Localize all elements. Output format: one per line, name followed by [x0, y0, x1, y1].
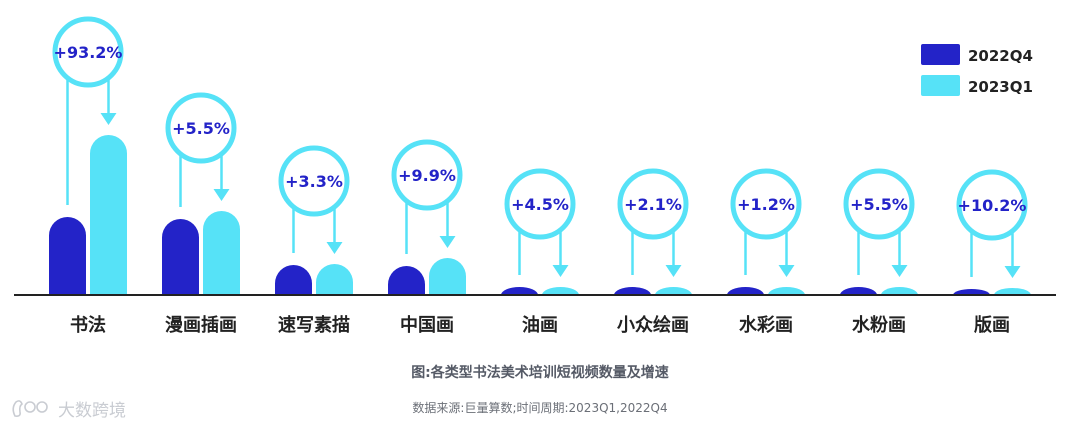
legend-label: 2023Q1 [968, 78, 1033, 96]
growth-label: +3.3% [285, 172, 343, 191]
bar-2023q1 [994, 288, 1031, 295]
growth-arrow-head [552, 265, 569, 277]
chart-source: 数据来源:巨量算数;时间周期:2023Q1,2022Q4 [412, 401, 668, 415]
growth-arrow-head [665, 265, 682, 277]
growth-bubble [730, 168, 802, 240]
growth-arrow-head [891, 265, 908, 277]
growth-bubble [165, 92, 237, 164]
growth-bubble [956, 169, 1028, 241]
growth-label: +9.9% [398, 166, 456, 185]
legend-label: 2022Q4 [968, 47, 1033, 65]
bar-2023q1 [316, 264, 353, 295]
bar-2022q4 [162, 219, 199, 295]
growth-arrow-head [100, 113, 117, 125]
bar-2023q1 [655, 287, 692, 295]
growth-bubble [278, 145, 350, 217]
bar-2022q4 [840, 287, 877, 295]
growth-arrow-head [213, 189, 230, 201]
bar-2022q4 [388, 266, 425, 295]
chart-title: 图:各类型书法美术培训短视频数量及增速 [411, 365, 669, 381]
growth-label: +93.2% [54, 43, 123, 62]
growth-label: +1.2% [737, 195, 795, 214]
category-label: 水彩画 [739, 314, 793, 336]
watermark-logo-icon [12, 399, 48, 417]
legend-swatch [921, 75, 960, 96]
bar-2023q1 [881, 287, 918, 295]
bar-2022q4 [501, 287, 538, 295]
bar-chart: +93.2% 书法 +5.5% 漫画插画 +3.3% 速写素描 +9.9% 中国画 +4.5% 油… [14, 16, 1056, 336]
bar-2023q1 [203, 211, 240, 295]
category-label: 速写素描 [278, 314, 350, 336]
bar-2023q1 [90, 135, 127, 295]
growth-label: +5.5% [850, 195, 908, 214]
growth-label: +10.2% [958, 196, 1027, 215]
category-label: 版画 [974, 314, 1010, 336]
legend-swatch [921, 44, 960, 65]
bar-2022q4 [614, 287, 651, 295]
category-label: 中国画 [400, 314, 454, 336]
category-label: 漫画插画 [165, 314, 237, 336]
growth-arrow-head [326, 242, 343, 254]
growth-label: +2.1% [624, 195, 682, 214]
category-label: 水粉画 [852, 314, 906, 336]
bar-2022q4 [727, 287, 764, 295]
growth-bubble [617, 168, 689, 240]
growth-arrow-head [439, 236, 456, 248]
growth-label: +5.5% [172, 119, 230, 138]
category-label: 小众绘画 [617, 314, 689, 336]
growth-bubble [391, 139, 463, 211]
growth-bubble [843, 168, 915, 240]
bar-2023q1 [429, 258, 466, 295]
growth-bubble [52, 16, 124, 88]
bar-2022q4 [49, 217, 86, 295]
watermark: 大数跨境 [10, 396, 126, 421]
bar-2023q1 [542, 287, 579, 295]
bar-2022q4 [275, 265, 312, 295]
category-label: 书法 [70, 314, 106, 336]
growth-label: +4.5% [511, 195, 569, 214]
category-label: 油画 [522, 314, 558, 336]
growth-arrow-head [778, 265, 795, 277]
growth-bubble [504, 168, 576, 240]
bar-2023q1 [768, 287, 805, 295]
growth-arrow-head [1004, 266, 1021, 278]
watermark-text: 大数跨境 [58, 401, 126, 421]
bar-2022q4 [953, 289, 990, 295]
